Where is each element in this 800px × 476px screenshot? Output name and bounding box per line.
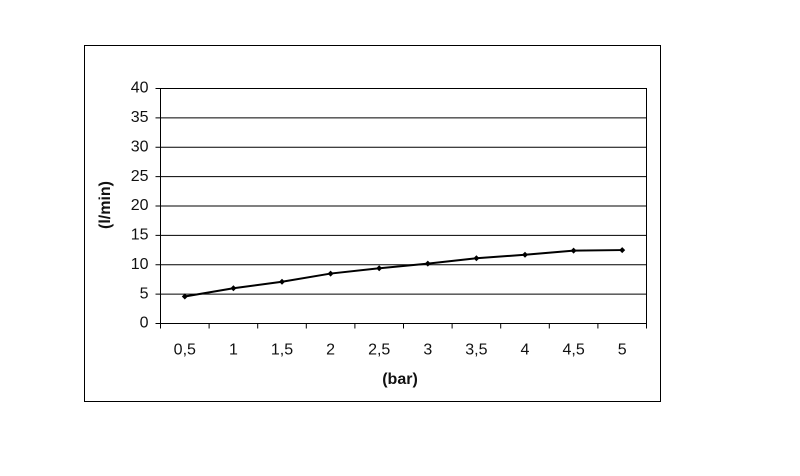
y-tick-label: 15 bbox=[131, 227, 149, 244]
x-tick-label: 5 bbox=[618, 342, 627, 359]
marker bbox=[619, 247, 626, 254]
x-tick-label: 1,5 bbox=[271, 342, 293, 359]
y-tick-label: 40 bbox=[131, 80, 149, 97]
marker bbox=[181, 293, 188, 300]
marker bbox=[230, 285, 237, 292]
marker bbox=[570, 247, 577, 254]
y-axis-title: (l/min) bbox=[97, 181, 114, 229]
x-tick-label: 3,5 bbox=[465, 342, 487, 359]
x-tick-label: 3 bbox=[423, 342, 432, 359]
line bbox=[184, 249, 623, 298]
x-tick-label: 0,5 bbox=[174, 342, 196, 359]
y-tick-label: 20 bbox=[131, 197, 149, 214]
y-tick-label: 30 bbox=[131, 138, 149, 155]
marker bbox=[473, 255, 480, 262]
x-axis-title: (bar) bbox=[382, 371, 418, 388]
y-tick-label: 35 bbox=[131, 109, 149, 126]
x-tick-label: 2 bbox=[326, 342, 335, 359]
y-tick-label: 0 bbox=[140, 315, 149, 332]
y-tick-label: 25 bbox=[131, 168, 149, 185]
y-tick-label: 5 bbox=[140, 285, 149, 302]
marker bbox=[376, 265, 383, 272]
marker bbox=[424, 260, 431, 267]
x-tick-label: 4 bbox=[521, 342, 530, 359]
x-tick-label: 2,5 bbox=[368, 342, 390, 359]
marker bbox=[522, 251, 528, 258]
marker bbox=[327, 270, 334, 277]
x-tick-label: 1 bbox=[229, 342, 238, 359]
x-tick-label: 4,5 bbox=[562, 342, 584, 359]
marker bbox=[279, 278, 285, 285]
chart-frame bbox=[84, 45, 661, 402]
y-tick-label: 10 bbox=[131, 256, 149, 273]
